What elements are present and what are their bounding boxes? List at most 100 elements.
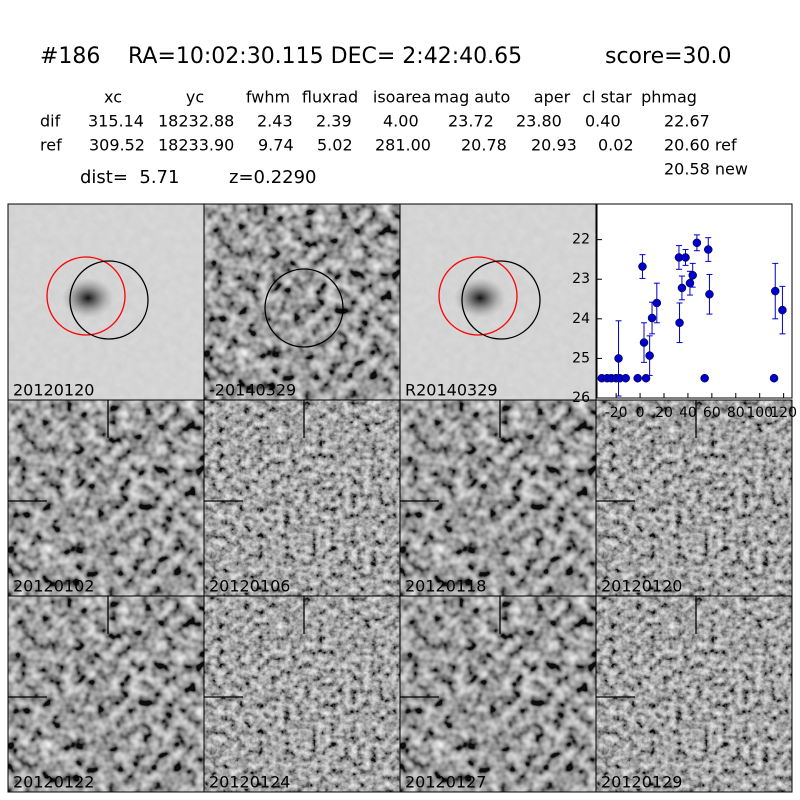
data-point [688, 271, 697, 280]
data-point [645, 351, 654, 360]
table-cell: dif [40, 112, 61, 131]
data-point [771, 286, 780, 296]
red-circle [46, 256, 126, 336]
x-tick-label: 100 [746, 405, 773, 421]
panel-label: 20120120 [601, 577, 682, 596]
panel-label: 20120129 [601, 773, 682, 792]
data-point [621, 373, 630, 383]
column-header: cl star [582, 88, 632, 107]
panel-label: 20120120 [13, 381, 94, 400]
panel-border [595, 595, 793, 793]
x-tick-label: 40 [679, 405, 697, 421]
data-point [700, 373, 709, 383]
table-cell: 2.39 [316, 112, 352, 131]
table-cell: 315.14 [88, 112, 144, 131]
y-tick-label: 26 [572, 390, 590, 406]
red-circle [438, 256, 518, 336]
table-cell: 23.80 [516, 112, 562, 131]
panel-noise [8, 596, 204, 792]
image-panel: 20120102 [7, 399, 205, 597]
redshift: z=0.2290 [229, 167, 317, 188]
x-tick-label: 120 [770, 405, 797, 421]
panel-label: 20120102 [13, 577, 94, 596]
y-tick-label: 24 [572, 311, 590, 327]
data-point [641, 373, 651, 383]
table-cell: 4.00 [383, 112, 419, 131]
image-panel: 20120129 [595, 595, 793, 793]
data-point [639, 338, 649, 347]
column-header: fwhm [246, 88, 290, 107]
panel-noise [400, 400, 596, 596]
panel-noise [204, 204, 400, 400]
data-point [704, 245, 713, 254]
table-cell: 309.52 [89, 136, 145, 155]
coordinates: RA=10:02:30.115 DEC= 2:42:40.65 [128, 44, 522, 69]
data-point [638, 262, 647, 271]
column-header: fluxrad [302, 88, 358, 107]
panel-label: -20140329 [209, 381, 296, 400]
data-point [614, 354, 623, 363]
image-panel: 20120120 [595, 399, 793, 597]
y-tick-label: 23 [572, 271, 590, 287]
column-header: isoarea [373, 88, 431, 107]
data-point [675, 318, 684, 328]
panel-noise [596, 400, 792, 596]
table-note: 20.58 new [664, 160, 748, 179]
panel-noise [204, 596, 400, 792]
data-point [652, 298, 662, 308]
panel-label: 20120124 [209, 773, 290, 792]
table-cell: 5.02 [317, 136, 353, 155]
data-point [705, 290, 714, 299]
galaxy [454, 278, 506, 318]
column-header: yc [186, 88, 204, 107]
black-circle [264, 268, 344, 348]
panel-label: R20140329 [405, 381, 498, 400]
panel-noise [596, 596, 792, 792]
panel-label: 20120106 [209, 577, 290, 596]
table-cell: 0.02 [598, 136, 634, 155]
image-panel: 20120127 [399, 595, 597, 793]
panel-label: 20120122 [13, 773, 94, 792]
x-tick-label: 0 [636, 405, 645, 421]
data-point [769, 373, 779, 383]
table-cell: 20.60 ref [664, 136, 737, 155]
data-point [633, 373, 642, 383]
black-circle [461, 260, 541, 340]
image-panel: -20140329 [203, 203, 401, 401]
object-id: #186 [40, 44, 100, 69]
column-header: mag auto [434, 88, 511, 107]
table-cell: 2.43 [257, 112, 293, 131]
image-panel: 20120122 [7, 595, 205, 793]
panel-label: 20120127 [405, 773, 486, 792]
column-header: xc [104, 88, 122, 107]
data-point [692, 238, 702, 248]
x-tick-label: 60 [703, 405, 721, 421]
x-tick-label: 20 [655, 405, 673, 421]
table-cell: 18232.88 [158, 112, 234, 131]
table-cell: 23.72 [448, 112, 494, 131]
table-cell: 0.40 [585, 112, 621, 131]
y-tick-label: 22 [572, 232, 590, 248]
black-circle [69, 260, 149, 340]
table-cell: 20.93 [531, 136, 577, 155]
data-point [647, 313, 657, 323]
x-tick-label: 80 [727, 405, 745, 421]
column-header: phmag [641, 88, 697, 107]
panel-label: 20120118 [405, 577, 486, 596]
x-tick-label: -20 [605, 405, 628, 421]
image-panel: 20120120 [7, 203, 205, 401]
galaxy [62, 278, 114, 318]
image-panel: 20120106 [203, 399, 401, 597]
data-point [681, 253, 690, 262]
table-cell: 18233.90 [158, 136, 234, 155]
table-cell: 20.78 [461, 136, 507, 155]
image-panel: R20140329 [399, 203, 597, 401]
panel-noise [204, 400, 400, 596]
table-cell: 281.00 [375, 136, 431, 155]
data-point [677, 283, 687, 293]
image-panel: 20120124 [203, 595, 401, 793]
panel-noise [400, 596, 596, 792]
data-point [778, 305, 787, 315]
score: score=30.0 [605, 44, 732, 69]
